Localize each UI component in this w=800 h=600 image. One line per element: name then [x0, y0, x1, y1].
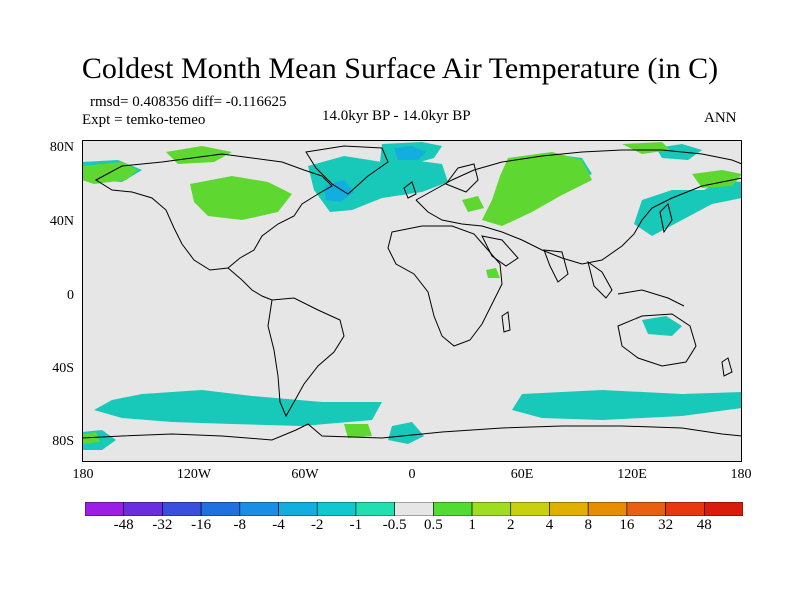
- lon-tick-180w: 180: [72, 467, 94, 482]
- colorbar-label: 0.5: [424, 517, 443, 533]
- colorbar-label: -16: [191, 517, 212, 533]
- colorbar-label: 8: [584, 517, 592, 533]
- lon-tick-0: 0: [408, 467, 416, 482]
- coastlines: [82, 145, 742, 441]
- colorbar-swatch: [278, 502, 318, 516]
- colorbar-swatch: [123, 502, 163, 516]
- colorbar-label: -8: [233, 517, 247, 533]
- colorbar-label: -48: [113, 517, 134, 533]
- lat-tick-40n: 40N: [49, 214, 74, 229]
- colorbar-swatch: [549, 502, 589, 516]
- map-frame: [82, 140, 742, 462]
- colorbar-swatch: [85, 502, 125, 516]
- season-label: ANN: [704, 110, 737, 126]
- colorbar-swatch: [316, 502, 357, 516]
- lon-tick-180e: 180: [730, 467, 752, 482]
- colorbar-swatch: [703, 502, 743, 516]
- lat-tick-80n: 80N: [49, 140, 74, 155]
- colorbar-swatch: [626, 502, 666, 516]
- stats-line: rmsd= 0.408356 diff= -0.116625: [90, 94, 287, 110]
- colorbar-label: -2: [310, 517, 324, 533]
- cool-anomaly-regions: [82, 142, 742, 450]
- colorbar-swatch: [510, 502, 550, 516]
- colorbar-label: -32: [152, 517, 173, 533]
- colorbar-swatch: [665, 502, 705, 516]
- colorbar-label: 16: [619, 517, 635, 533]
- colorbar-swatch: [471, 502, 512, 516]
- colorbar-label: 4: [545, 517, 554, 533]
- lon-tick-60w: 60W: [291, 467, 319, 482]
- colorbar-label: -1: [349, 517, 363, 533]
- colorbar-swatch: [587, 502, 628, 516]
- colorbar-swatch: [200, 502, 241, 516]
- strong-cool-core: [324, 146, 426, 202]
- colorbar-label: 48: [696, 517, 712, 533]
- lat-tick-0: 0: [67, 288, 74, 303]
- lon-tick-120w: 120W: [176, 467, 212, 482]
- temperature-anomaly-map: [82, 140, 742, 462]
- lat-tick-40s: 40S: [52, 361, 74, 376]
- colorbar-swatch: [394, 502, 434, 516]
- colorbar-label: 2: [507, 517, 515, 533]
- colorbar-swatch: [433, 502, 473, 516]
- period-label: 14.0kyr BP - 14.0kyr BP: [322, 108, 471, 124]
- colorbar-swatch: [239, 502, 279, 516]
- colorbar-label: 32: [658, 517, 674, 533]
- colorbar-label: -4: [272, 517, 285, 533]
- colorbar-label: -0.5: [382, 517, 407, 533]
- experiment-label: Expt = temko-temeo: [82, 112, 206, 128]
- colorbar-label: 1: [468, 517, 476, 533]
- lon-tick-120e: 120E: [617, 467, 647, 482]
- page-title: Coldest Month Mean Surface Air Temperatu…: [81, 52, 719, 85]
- lat-tick-80s: 80S: [52, 434, 74, 449]
- colorbar: [85, 502, 743, 516]
- lon-tick-60e: 60E: [510, 467, 534, 482]
- colorbar-swatch: [355, 502, 395, 516]
- colorbar-swatch: [162, 502, 202, 516]
